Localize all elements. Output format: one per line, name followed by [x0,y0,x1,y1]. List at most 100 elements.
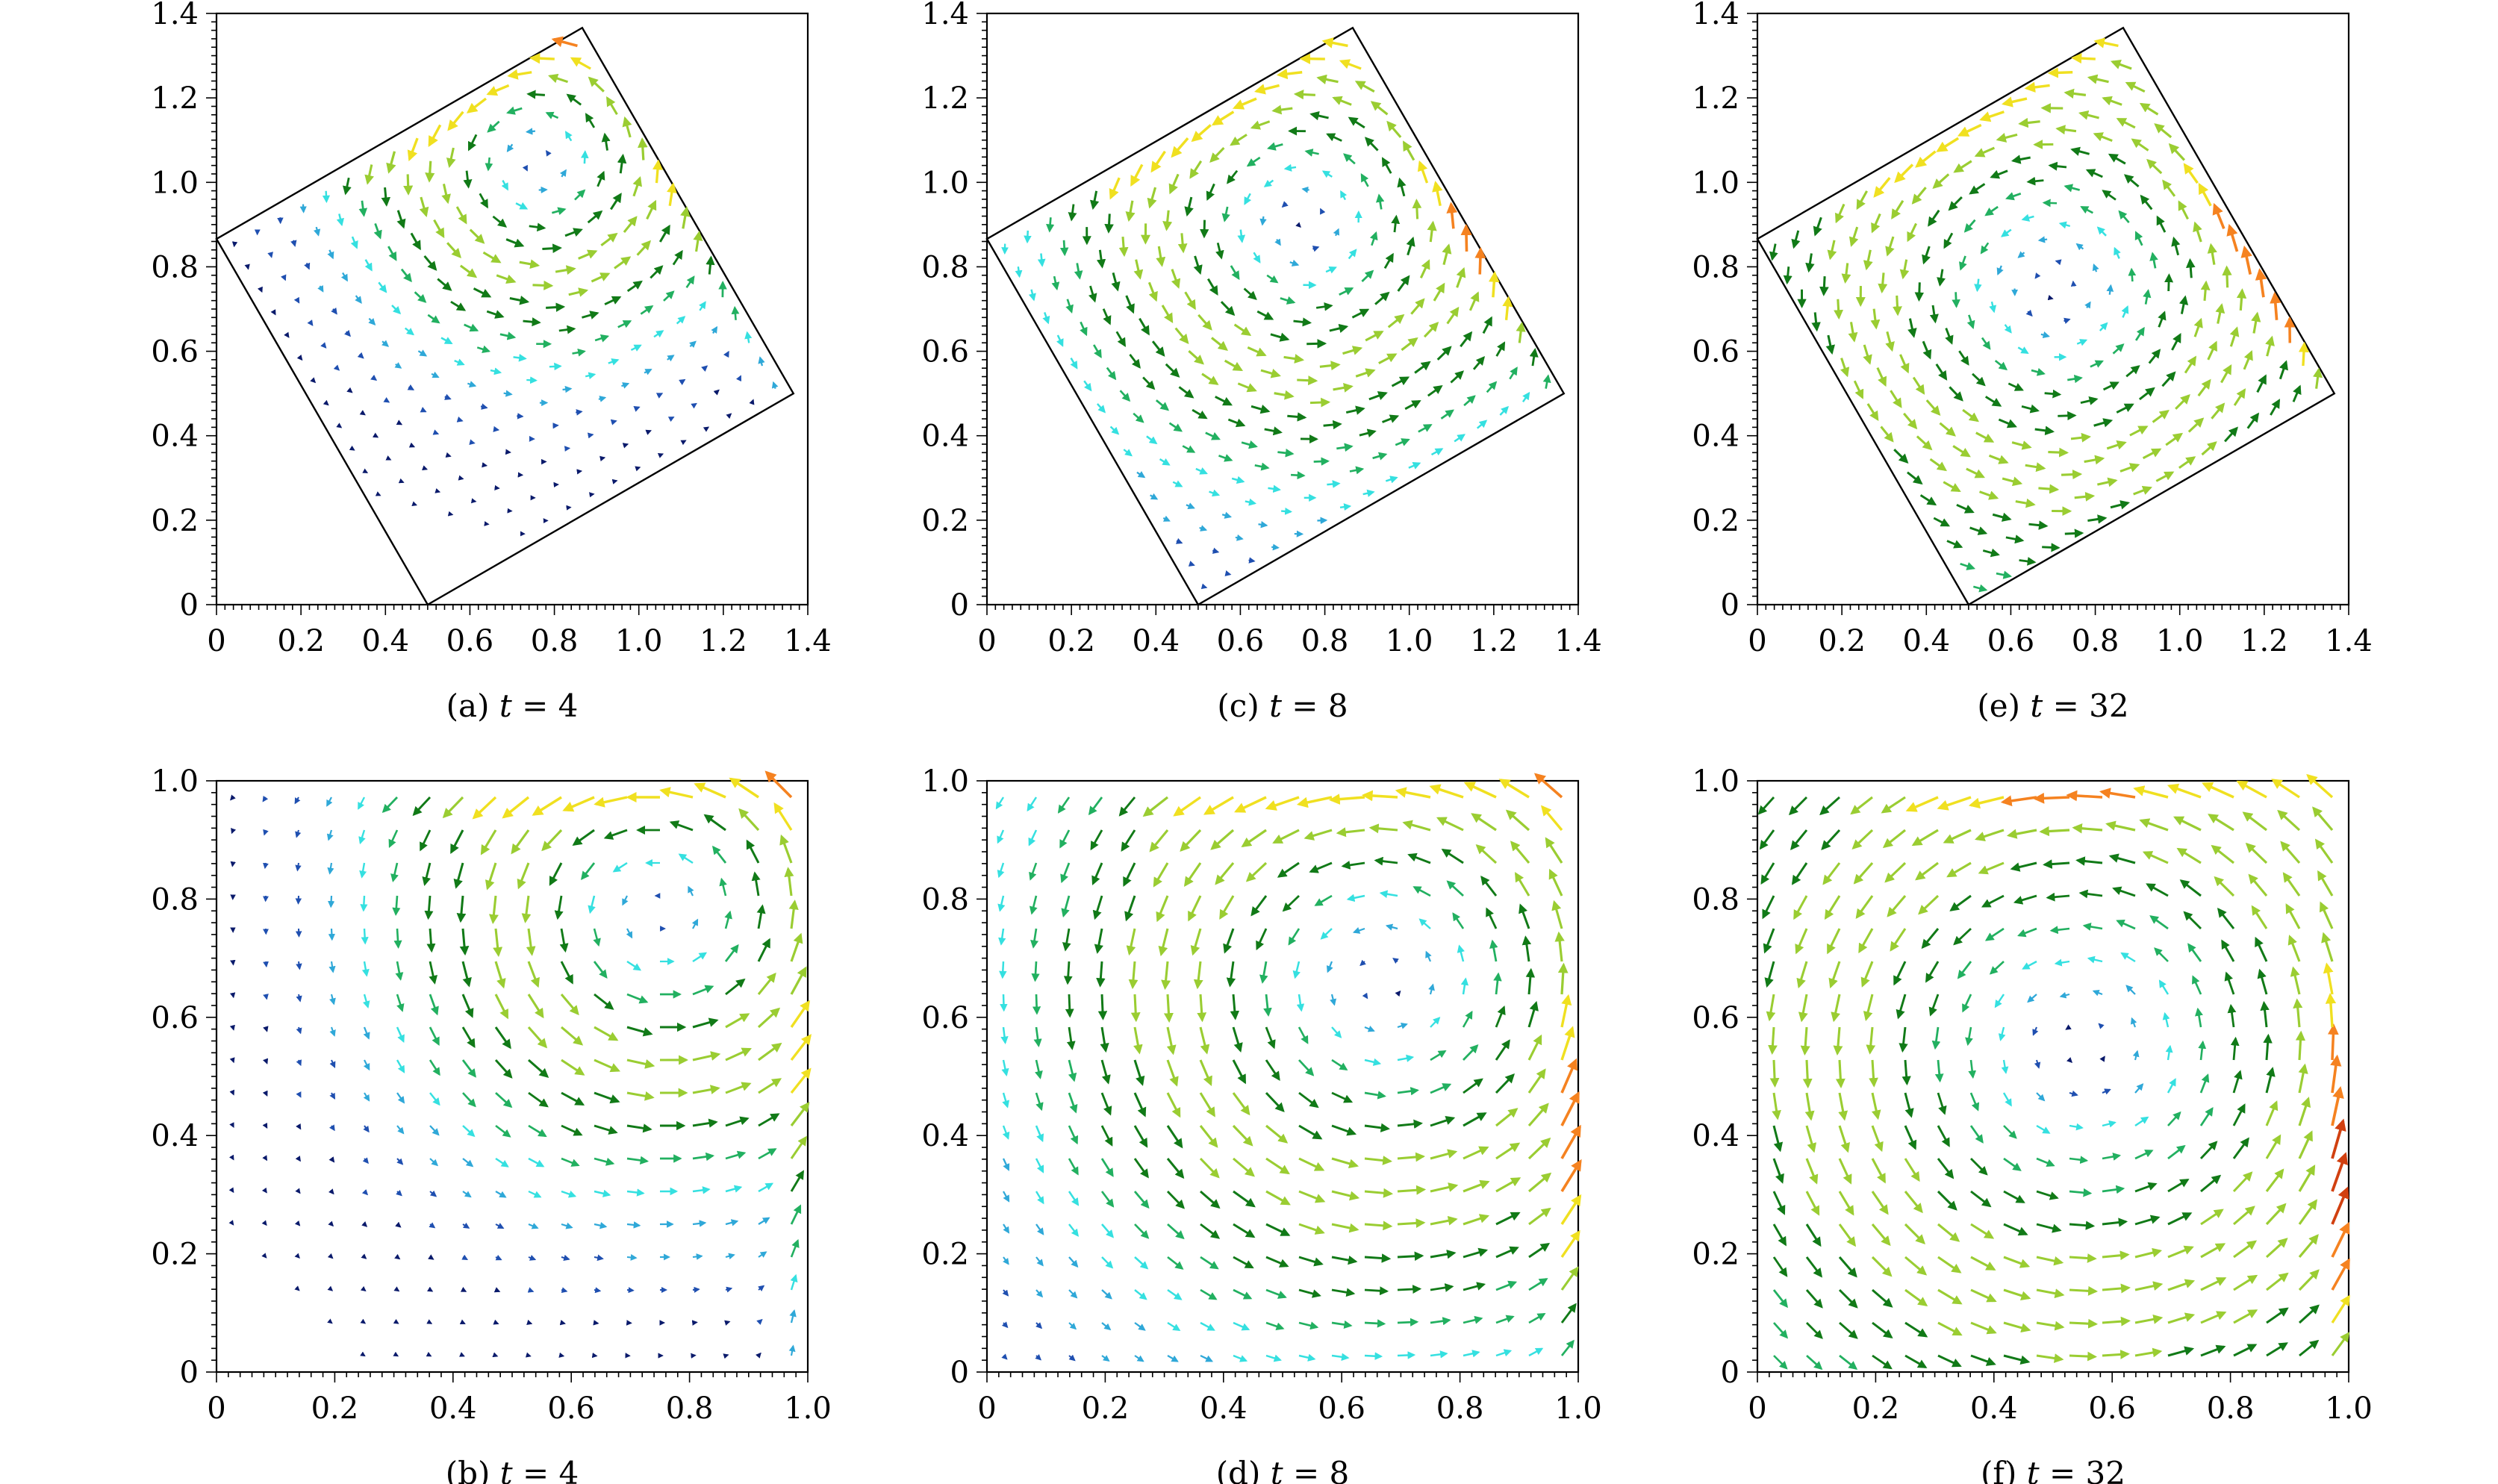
velocity-arrow [2167,783,2202,799]
y-tick-label: 1.0 [151,764,199,799]
velocity-arrow [295,895,302,905]
velocity-arrow [427,314,440,324]
velocity-arrow [1032,994,1041,1015]
velocity-arrow [1227,169,1239,184]
velocity-arrow [1158,928,1169,957]
velocity-arrow [2265,1238,2288,1259]
velocity-arrow [1264,426,1283,436]
velocity-arrow [1290,471,1306,480]
velocity-arrow [1134,1289,1147,1300]
velocity-arrow [1922,340,1932,360]
y-tick-label: 0.8 [921,250,969,284]
velocity-arrow [1813,216,1822,237]
velocity-arrow [2167,1346,2195,1357]
velocity-arrow [558,325,576,334]
velocity-arrow [1463,1044,1479,1061]
velocity-arrow [692,1085,720,1094]
velocity-arrow [507,69,532,80]
velocity-arrow [263,862,269,870]
velocity-arrow [2331,1294,2350,1324]
velocity-arrow [527,994,544,1019]
y-tick-label: 0.4 [1692,420,1739,454]
velocity-arrow [1352,927,1365,934]
velocity-arrow [606,96,618,116]
velocity-arrow [997,862,1005,879]
velocity-arrow [764,770,793,799]
x-tick-label: 1.0 [784,1391,832,1426]
velocity-arrow [692,952,708,963]
velocity-arrow [1937,1321,1963,1336]
velocity-arrow [1167,1321,1181,1331]
velocity-arrow [1904,1321,1928,1338]
velocity-arrow [788,900,799,929]
velocity-arrow [1265,1256,1289,1268]
velocity-arrow [1548,868,1563,897]
domain-boundary [215,26,795,606]
velocity-arrow [1364,1058,1382,1066]
velocity-arrow [692,1017,719,1029]
velocity-arrow [1805,1289,1823,1309]
velocity-arrow [2295,1030,2306,1061]
velocity-arrow [2078,110,2099,120]
velocity-arrow [2183,911,2202,930]
y-tick-label: 0.2 [921,1238,969,1272]
velocity-arrow [2195,1007,2203,1028]
velocity-arrow [446,147,456,168]
velocity-arrow [2134,1347,2163,1358]
velocity-arrow [1101,1289,1112,1300]
velocity-arrow [1800,1026,1810,1056]
velocity-arrow [2134,231,2143,246]
velocity-arrow [2118,210,2130,224]
velocity-arrow [1395,990,1401,997]
velocity-arrow [1068,1223,1080,1237]
velocity-arrow [1937,1288,1963,1305]
velocity-arrow [1412,199,1422,219]
velocity-arrow [229,992,236,999]
velocity-arrow [2298,1304,2320,1324]
velocity-arrow [1772,1158,1784,1184]
velocity-arrow [1994,360,2008,371]
velocity-arrow [2280,841,2301,864]
velocity-arrow [2229,326,2240,347]
velocity-arrow [1091,862,1103,885]
velocity-arrow [364,164,374,185]
velocity-arrow [1996,570,2013,579]
velocity-arrow [559,1320,566,1326]
velocity-arrow [1331,1255,1358,1265]
velocity-arrow [446,242,461,258]
velocity-arrow [1155,399,1170,411]
velocity-arrow [790,966,807,995]
velocity-arrow [572,348,586,357]
velocity-arrow [594,1026,619,1041]
velocity-arrow [1969,1157,1988,1176]
y-tick-label: 0.6 [921,335,969,370]
velocity-arrow [1031,961,1040,982]
velocity-arrow [1397,177,1407,197]
velocity-arrow [2120,952,2136,963]
velocity-arrow [1848,226,1859,247]
velocity-arrow [1233,1321,1250,1331]
velocity-arrow [1894,163,1914,184]
velocity-arrow [725,1286,733,1293]
velocity-arrow [1856,190,1869,211]
velocity-arrow [2074,491,2096,502]
velocity-arrow [1248,557,1256,564]
velocity-arrow [640,305,654,315]
velocity-arrow [1515,872,1530,897]
velocity-arrow [2134,1116,2149,1127]
velocity-arrow [2167,1111,2181,1126]
velocity-arrow [653,330,664,338]
velocity-arrow [1410,298,1425,315]
velocity-arrow [2098,1023,2105,1029]
velocity-arrow [572,829,595,847]
velocity-arrow [1288,928,1301,946]
velocity-arrow [263,1026,269,1032]
velocity-arrow [1325,266,1337,274]
velocity-arrow [1495,1039,1510,1061]
velocity-arrow [1161,305,1174,323]
velocity-arrow [1232,1092,1250,1116]
velocity-arrow [562,796,595,812]
velocity-arrow [244,264,250,270]
velocity-arrow [495,1091,513,1109]
velocity-arrow [633,406,641,412]
